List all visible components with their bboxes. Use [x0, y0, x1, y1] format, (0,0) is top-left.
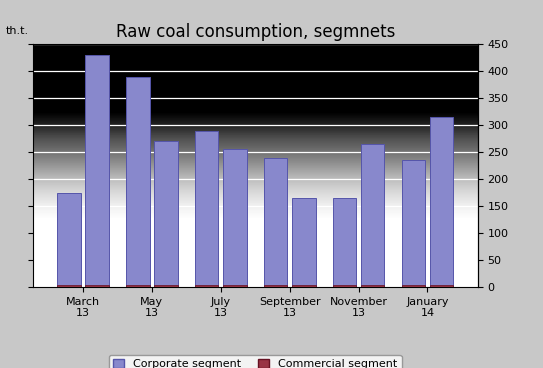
Bar: [333, 285, 356, 287]
Bar: [57, 285, 80, 287]
Bar: [430, 117, 453, 287]
Bar: [126, 285, 149, 287]
Bar: [85, 55, 109, 287]
Bar: [126, 77, 149, 287]
Bar: [264, 285, 287, 287]
Bar: [402, 285, 425, 287]
Bar: [223, 149, 247, 287]
Bar: [361, 285, 384, 287]
Bar: [333, 198, 356, 287]
Title: Raw coal consumption, segmnets: Raw coal consumption, segmnets: [116, 23, 395, 41]
Bar: [154, 285, 178, 287]
Bar: [264, 158, 287, 287]
Bar: [154, 141, 178, 287]
Text: th.t.: th.t.: [5, 26, 29, 36]
Bar: [57, 192, 80, 287]
Bar: [195, 285, 218, 287]
Bar: [430, 285, 453, 287]
Bar: [223, 285, 247, 287]
Bar: [195, 131, 218, 287]
Bar: [292, 198, 315, 287]
Bar: [402, 160, 425, 287]
Bar: [85, 285, 109, 287]
Legend: Corporate segment, Commercial segment: Corporate segment, Commercial segment: [109, 355, 402, 368]
Bar: [361, 144, 384, 287]
Bar: [292, 285, 315, 287]
